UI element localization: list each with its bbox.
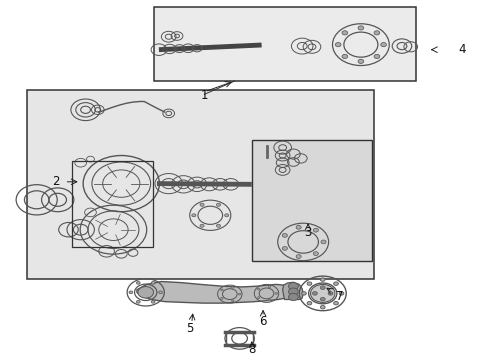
Circle shape [373,31,379,35]
Bar [72,161,153,247]
Circle shape [220,297,223,299]
Circle shape [341,54,347,59]
Polygon shape [137,282,293,303]
Text: 8: 8 [247,343,255,356]
Circle shape [238,293,240,295]
Circle shape [313,228,318,232]
Circle shape [138,287,153,298]
Circle shape [296,225,301,229]
Circle shape [159,291,162,294]
Circle shape [335,42,340,47]
Circle shape [320,306,325,309]
Circle shape [339,292,343,295]
Circle shape [306,282,311,285]
Circle shape [129,291,132,294]
Circle shape [200,203,203,206]
Circle shape [224,214,228,217]
Circle shape [191,214,196,217]
Circle shape [151,282,155,284]
Text: 5: 5 [185,322,193,335]
Circle shape [327,292,332,295]
Circle shape [296,255,301,258]
Circle shape [231,286,234,288]
Circle shape [282,247,287,250]
Circle shape [257,297,259,298]
Circle shape [231,300,234,302]
Circle shape [288,283,298,290]
Circle shape [136,301,140,303]
Circle shape [341,31,347,35]
Circle shape [357,26,363,30]
Circle shape [380,42,386,47]
Circle shape [320,286,325,289]
Polygon shape [282,282,303,300]
Bar [154,7,415,81]
Bar [251,140,371,261]
Circle shape [220,289,223,291]
Circle shape [200,224,203,227]
Text: 2: 2 [52,175,60,188]
Circle shape [357,59,363,63]
Circle shape [268,285,270,287]
Text: 6: 6 [259,315,266,328]
Circle shape [268,300,270,301]
Circle shape [313,252,318,256]
Circle shape [282,234,287,237]
Circle shape [288,293,298,301]
Text: 3: 3 [304,226,311,239]
Circle shape [257,288,259,290]
Circle shape [373,54,379,59]
Text: 7: 7 [335,291,343,303]
Circle shape [216,224,220,227]
Circle shape [333,282,338,285]
Circle shape [136,282,140,284]
Text: 1: 1 [200,89,208,102]
Circle shape [216,203,220,206]
Text: 4: 4 [457,43,465,56]
Bar [27,90,373,279]
Circle shape [151,301,155,303]
Circle shape [320,278,325,281]
Circle shape [274,292,277,294]
Circle shape [320,240,325,244]
Circle shape [306,301,311,305]
Circle shape [320,297,325,301]
Circle shape [312,292,317,295]
Circle shape [288,288,298,295]
Circle shape [301,292,305,295]
Circle shape [310,284,334,302]
Circle shape [333,301,338,305]
